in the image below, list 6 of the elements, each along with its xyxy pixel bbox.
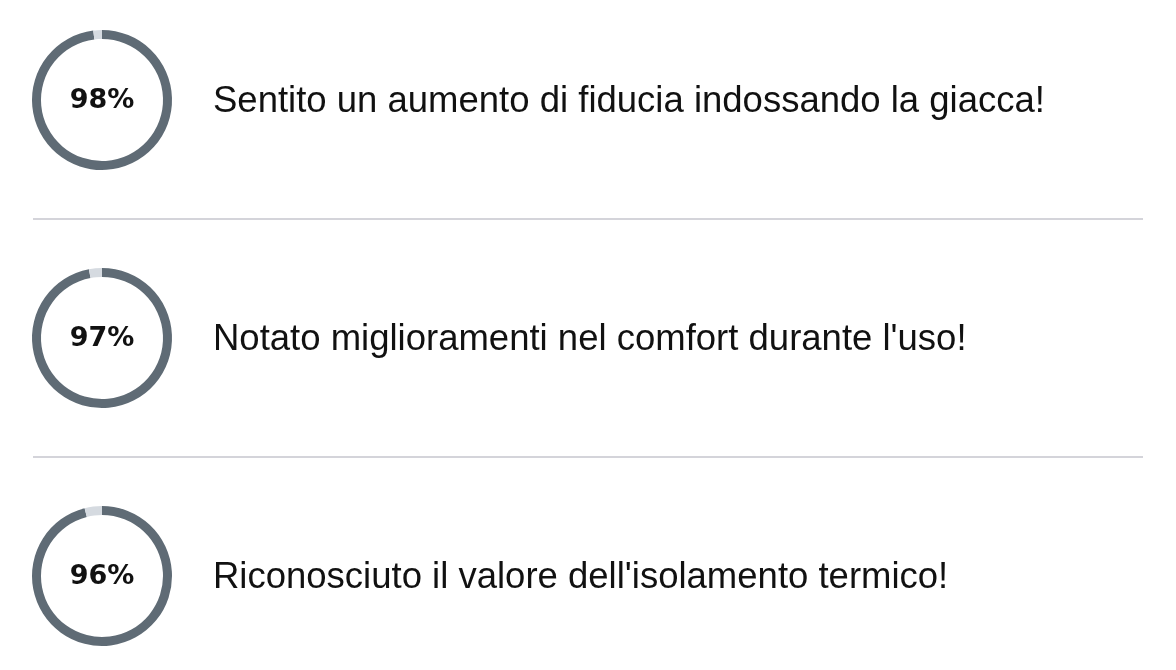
data-label: 97% <box>69 321 135 353</box>
text: Notato miglioramenti nel comfort durante l'uso! <box>213 317 967 359</box>
data-label: 96% <box>69 559 135 591</box>
data-label: 98% <box>69 83 135 115</box>
text: Sentito un aumento di fiducia indossando la giacca! <box>213 79 1045 121</box>
text: Riconosciuto il valore dell'isolamento termico! <box>213 555 949 597</box>
